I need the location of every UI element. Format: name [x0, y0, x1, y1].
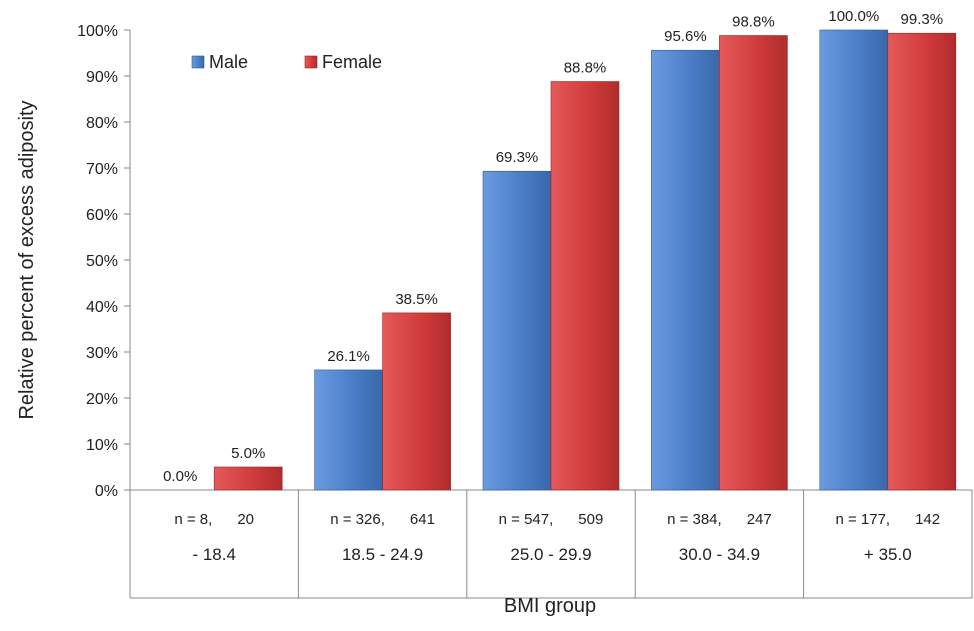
- y-tick-label: 50%: [86, 253, 118, 270]
- y-tick-label: 40%: [86, 299, 118, 316]
- data-label-male: 100.0%: [828, 8, 879, 25]
- y-tick-label: 70%: [86, 161, 118, 178]
- sample-size-label: n = 384, 247: [667, 511, 772, 528]
- data-label-female: 88.8%: [564, 60, 607, 77]
- bar-male-2[interactable]: [482, 170, 552, 491]
- data-label-female: 38.5%: [395, 291, 438, 308]
- sample-size-label: n = 8, 20: [174, 511, 254, 528]
- data-label-male: 95.6%: [664, 28, 707, 45]
- bar-female-3[interactable]: [719, 35, 788, 491]
- category-label: - 18.4: [192, 545, 235, 564]
- y-tick-label: 60%: [86, 207, 118, 224]
- y-tick-label: 30%: [86, 345, 118, 362]
- bar-male-1[interactable]: [314, 369, 383, 491]
- x-axis-title: BMI group: [504, 595, 596, 617]
- y-axis-title: Relative percent of excess adiposity: [16, 100, 38, 419]
- legend-swatch-female: [304, 55, 318, 69]
- data-label-male: 69.3%: [496, 149, 539, 166]
- y-tick-label: 10%: [86, 437, 118, 454]
- legend-label-female: Female: [322, 52, 382, 72]
- y-tick-label: 0%: [95, 483, 118, 500]
- bar-female-1[interactable]: [382, 312, 451, 491]
- bar-male-4[interactable]: [819, 29, 889, 491]
- legend-swatch-male: [191, 55, 205, 69]
- y-tick-label: 80%: [86, 115, 118, 132]
- legend-label-male: Male: [209, 52, 248, 72]
- data-label-female: 98.8%: [732, 14, 775, 31]
- data-label-female: 99.3%: [901, 11, 944, 28]
- category-label: 30.0 - 34.9: [679, 545, 760, 564]
- y-tick-label: 90%: [86, 69, 118, 86]
- sample-size-label: n = 177, 142: [835, 511, 940, 528]
- bar-female-2[interactable]: [550, 81, 620, 491]
- y-tick-label: 20%: [86, 391, 118, 408]
- bar-male-3[interactable]: [651, 49, 720, 491]
- bar-female-0[interactable]: [213, 466, 283, 491]
- bar-female-4[interactable]: [887, 32, 957, 491]
- sample-size-label: n = 547, 509: [499, 511, 604, 528]
- data-label-male: 26.1%: [327, 348, 370, 365]
- category-label: 18.5 - 24.9: [342, 545, 423, 564]
- y-tick-label: 100%: [77, 23, 118, 40]
- sample-size-label: n = 326, 641: [330, 511, 435, 528]
- category-label: 25.0 - 29.9: [510, 545, 591, 564]
- data-label-male: 0.0%: [163, 468, 197, 485]
- category-label: + 35.0: [864, 545, 912, 564]
- data-label-female: 5.0%: [231, 445, 265, 462]
